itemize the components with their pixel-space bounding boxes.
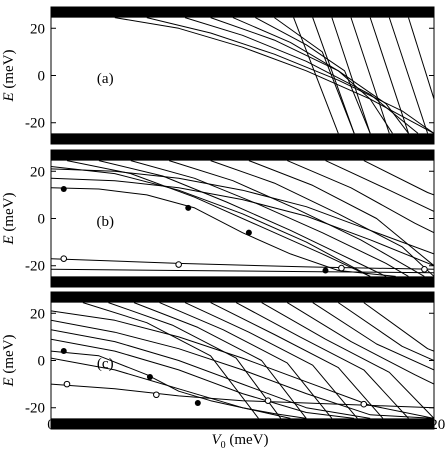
level-curve: [51, 329, 371, 419]
level-curve: [210, 302, 384, 419]
y-tick-label: 0: [38, 354, 46, 370]
y-tick-label: 20: [30, 306, 45, 322]
level-curves: [51, 160, 434, 277]
level-curve: [66, 160, 371, 277]
y-tick-label: 0: [38, 69, 46, 85]
x-tick-label: 120: [423, 417, 446, 433]
level-curve: [274, 17, 355, 134]
level-curve: [82, 302, 259, 419]
upper-band-continuum: [51, 150, 434, 161]
level-curve: [232, 17, 393, 134]
y-tick-label: 0: [38, 212, 46, 228]
level-curve: [114, 17, 434, 134]
level-curve: [51, 338, 355, 419]
y-axis-title: E (meV): [1, 192, 17, 245]
lower-band-continuum: [51, 418, 434, 429]
y-tick-label: -20: [25, 116, 45, 132]
panel-1: 20 0 -20 E (meV) (a): [1, 6, 435, 145]
y-axis-title: E (meV): [1, 49, 17, 102]
panel-3: 200-20E (meV) (c): [1, 291, 435, 430]
level-curve: [293, 17, 339, 134]
level-curve: [369, 17, 409, 134]
filled-marker: [185, 204, 192, 211]
filled-marker: [322, 267, 329, 274]
level-curve: [331, 17, 371, 134]
level-curve: [184, 302, 358, 419]
level-curve: [363, 302, 434, 352]
level-curve: [312, 17, 355, 134]
level-curve: [159, 302, 333, 419]
level-curve: [363, 160, 434, 196]
level-curve: [408, 17, 434, 100]
level-curve: [248, 160, 434, 267]
level-curve: [168, 160, 425, 277]
filled-marker: [60, 348, 67, 355]
level-curve: [51, 268, 434, 274]
level-curve: [261, 302, 434, 419]
x-tick-label: 0: [47, 417, 55, 433]
upper-band-continuum: [51, 292, 434, 303]
x-tick-labels: 0 40 80 120: [47, 417, 445, 433]
level-curve: [184, 17, 419, 134]
level-curve: [133, 302, 307, 419]
panel-label: (c): [97, 356, 114, 372]
level-curve: [287, 160, 434, 234]
panel-2: 20 0 -20 E (meV) (b): [1, 149, 435, 288]
level-curve: [98, 160, 387, 277]
filled-marker: [146, 374, 153, 381]
level-curve: [325, 160, 434, 212]
x-tick-label: 80: [299, 417, 314, 433]
x-tick-label: 40: [171, 417, 186, 433]
filled-marker: [60, 185, 67, 192]
level-curve: [51, 168, 434, 255]
level-curve: [388, 17, 429, 134]
level-curve: [51, 383, 434, 409]
open-marker: [63, 380, 71, 388]
level-curve: [255, 17, 371, 134]
filled-marker: [245, 229, 252, 236]
open-marker: [338, 264, 345, 272]
open-marker: [421, 265, 428, 273]
level-curve: [146, 17, 434, 134]
y-tick-label: -20: [25, 259, 45, 275]
level-curve: [286, 302, 434, 385]
panel-label: (b): [97, 214, 115, 230]
level-curve: [51, 350, 307, 419]
open-marker: [60, 255, 68, 262]
level-curve: [350, 17, 390, 134]
x-axis-title: V0 (meV): [211, 432, 268, 451]
level-curve: [51, 319, 434, 419]
filled-marker: [194, 400, 201, 407]
open-marker: [153, 391, 160, 399]
level-curve: [51, 177, 434, 267]
open-marker: [264, 397, 272, 404]
level-curve: [235, 302, 409, 419]
level-curve: [312, 302, 434, 371]
y-axis-title: E (meV): [1, 334, 17, 387]
y-tick-label: 20: [30, 21, 45, 37]
level-curves: [114, 17, 434, 134]
lower-band-continuum: [51, 133, 434, 144]
panels-group: 200-20E (meV) (a)200-20E (meV) (b)200-20E …: [1, 6, 435, 430]
y-tick-label: -20: [25, 401, 45, 417]
level-curve: [108, 302, 282, 419]
level-curves: [51, 302, 434, 419]
lower-band-continuum: [51, 276, 434, 287]
panel-label: (a): [97, 71, 114, 87]
open-marker: [360, 400, 368, 408]
level-curve: [51, 166, 371, 277]
level-curve: [51, 357, 291, 419]
level-curve: [210, 160, 434, 277]
level-curve: [338, 302, 434, 361]
y-tick-label: 20: [30, 164, 45, 180]
upper-band-continuum: [51, 7, 434, 18]
level-curve: [130, 160, 409, 277]
level-curve: [51, 258, 434, 270]
open-marker: [175, 261, 182, 268]
